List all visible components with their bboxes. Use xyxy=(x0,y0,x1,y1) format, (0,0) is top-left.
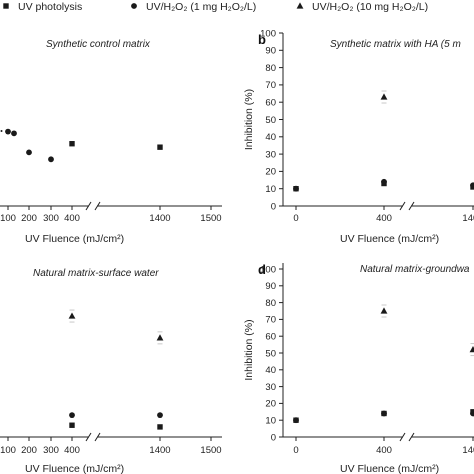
data-point-triangle xyxy=(380,307,388,314)
panel-letter: d xyxy=(258,262,266,277)
x-tick-label: 400 xyxy=(64,445,80,456)
y-tick-label: 30 xyxy=(265,149,276,160)
panel-title: Natural matrix-groundwa xyxy=(360,264,470,275)
y-tick-label: 40 xyxy=(265,132,276,143)
y-tick-label: 0 xyxy=(271,432,276,443)
axis-break-mark xyxy=(94,432,101,442)
axis-break-mark xyxy=(399,201,406,211)
panel-title: Synthetic matrix with HA (5 m xyxy=(330,39,461,50)
y-tick-label: 70 xyxy=(265,80,276,91)
y-tick-label: 100 xyxy=(260,264,276,275)
x-axis-label: UV Fluence (mJ/cm²) xyxy=(340,463,439,474)
x-tick-label: 300 xyxy=(43,213,59,224)
data-point-circle xyxy=(69,412,75,419)
axis-break-mark xyxy=(85,201,92,211)
x-tick-label: 1500 xyxy=(200,213,221,224)
x-tick-label: 1400 xyxy=(149,445,170,456)
y-tick-label: 20 xyxy=(265,167,276,178)
axis-break-mark xyxy=(408,432,415,442)
panel-4: 0 400 1400 0 10 20 30 40 50 60 70 80 90 100 Inhibition… xyxy=(243,262,474,474)
data-point-triangle xyxy=(380,93,388,100)
legend-marker-square xyxy=(3,3,9,9)
x-tick-label: 0 xyxy=(293,445,298,456)
y-tick-label: 0 xyxy=(271,201,276,212)
data-point-triangle xyxy=(469,346,474,353)
y-tick-label: 90 xyxy=(265,46,276,57)
x-axis-label: UV Fluence (mJ/cm²) xyxy=(340,233,439,245)
edge-mark xyxy=(0,130,3,132)
legend-marker-circle xyxy=(131,3,137,9)
panel-title: Natural matrix-surface water xyxy=(33,268,159,279)
x-tick-label: 0 xyxy=(293,213,298,224)
y-tick-label: 80 xyxy=(265,63,276,74)
x-tick-label: 100 xyxy=(0,213,16,224)
x-axis-label: UV Fluence (mJ/cm²) xyxy=(25,233,124,245)
panel-2: 0 400 1400 0 10 20 30 40 50 60 70 80 90 100 Inhibition… xyxy=(243,28,474,245)
y-tick-label: 40 xyxy=(265,365,276,376)
data-point-circle xyxy=(5,128,11,135)
legend-marker-triangle xyxy=(296,2,304,9)
x-axis-label: UV Fluence (mJ/cm²) xyxy=(25,463,124,474)
y-tick-label: 70 xyxy=(265,315,276,326)
x-tick-label: 400 xyxy=(376,445,392,456)
legend-label: UV/H₂O₂ (1 mg H₂O₂/L) xyxy=(146,1,256,13)
x-tick-label: 200 xyxy=(21,445,37,456)
y-tick-label: 60 xyxy=(265,98,276,109)
y-tick-label: 80 xyxy=(265,298,276,309)
y-axis-label: Inhibition (%) xyxy=(243,319,255,380)
legend-label: UV/H₂O₂ (10 mg H₂O₂/L) xyxy=(312,1,428,13)
data-point-circle xyxy=(470,410,474,417)
data-point-circle xyxy=(26,149,32,156)
legend-label: UV photolysis xyxy=(18,1,82,13)
axis-break-mark xyxy=(408,201,415,211)
data-point-circle xyxy=(11,130,17,137)
x-tick-label: 1400 xyxy=(462,213,474,224)
x-tick-label: 1400 xyxy=(149,213,170,224)
y-tick-label: 50 xyxy=(265,115,276,126)
y-tick-label: 10 xyxy=(265,416,276,427)
y-tick-label: 20 xyxy=(265,399,276,410)
data-point-square xyxy=(157,144,163,150)
data-point-triangle xyxy=(68,312,76,319)
data-point-square xyxy=(157,424,163,430)
data-point-circle xyxy=(381,410,387,417)
x-tick-label: 1400 xyxy=(462,445,474,456)
data-point-circle xyxy=(293,417,299,424)
y-tick-label: 50 xyxy=(265,348,276,359)
data-point-circle xyxy=(381,178,387,185)
panel-letter: b xyxy=(258,32,266,47)
y-tick-label: 100 xyxy=(260,28,276,39)
y-tick-label: 30 xyxy=(265,382,276,393)
axis-break-mark xyxy=(94,201,101,211)
y-tick-label: 90 xyxy=(265,281,276,292)
data-point-circle xyxy=(48,156,54,163)
x-tick-label: 300 xyxy=(43,445,59,456)
axis-break-mark xyxy=(85,432,92,442)
data-point-triangle xyxy=(156,334,164,341)
x-tick-label: 200 xyxy=(21,213,37,224)
data-point-circle xyxy=(157,412,163,419)
y-tick-label: 10 xyxy=(265,184,276,195)
y-tick-label: 60 xyxy=(265,332,276,343)
panel-title: Synthetic control matrix xyxy=(46,39,151,50)
x-tick-label: 400 xyxy=(376,213,392,224)
x-tick-label: 100 xyxy=(0,445,16,456)
data-point-circle xyxy=(470,182,474,189)
x-tick-label: 400 xyxy=(64,213,80,224)
panel-3: 100 200 300 400 1400 1500 UV Fluence (mJ/cm²) N… xyxy=(0,268,222,474)
data-point-square xyxy=(69,141,75,147)
x-tick-label: 1500 xyxy=(200,445,221,456)
data-point-circle xyxy=(293,185,299,192)
panel-1: 100 200 300 400 1400 1500 UV Fluence (mJ/cm²) S… xyxy=(0,39,222,245)
axis-break-mark xyxy=(399,432,406,442)
data-point-square xyxy=(69,422,75,428)
y-axis-label: Inhibition (%) xyxy=(243,89,255,150)
legend: UV photolysis UV/H₂O₂ (1 mg H₂O₂/L) UV/H₂O… xyxy=(3,1,428,13)
